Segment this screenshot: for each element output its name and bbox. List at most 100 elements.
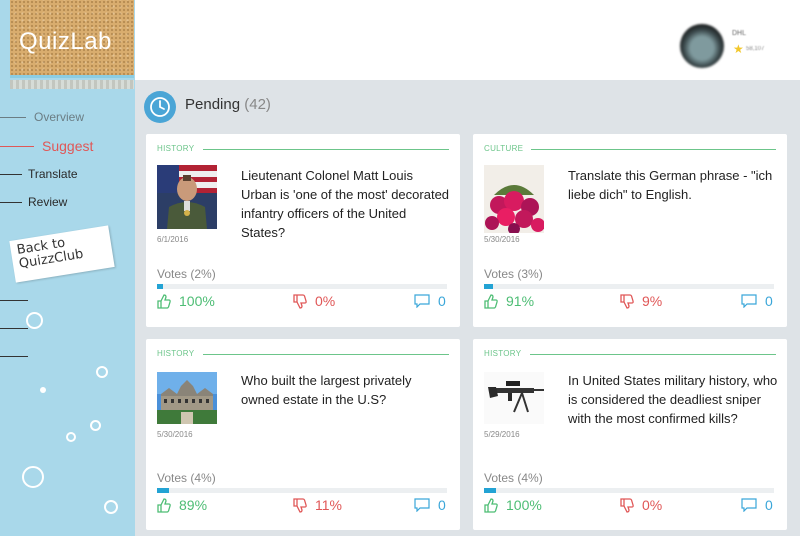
- bubble-icon: [66, 432, 76, 442]
- comment-icon: [741, 294, 757, 308]
- upvote-button[interactable]: 91%: [484, 293, 534, 309]
- votes-label: Votes (4%): [484, 471, 543, 485]
- bubble-icon: [40, 387, 46, 393]
- question-card[interactable]: HISTORY 5/30/2016 Who built the largest …: [146, 339, 460, 530]
- dash-icon: [0, 201, 22, 203]
- votes-progress-bar: [484, 488, 774, 493]
- category-divider: [203, 354, 449, 355]
- pending-heading: Pending (42): [185, 96, 271, 113]
- star-icon: ★: [733, 42, 744, 56]
- dash-icon: [0, 116, 26, 118]
- comment-count: 0: [765, 497, 773, 513]
- upvote-percent: 89%: [179, 497, 208, 513]
- downvote-button[interactable]: 0%: [620, 497, 662, 513]
- comments-button[interactable]: 0: [741, 293, 773, 309]
- tape-strip: [10, 80, 134, 89]
- downvote-button[interactable]: 11%: [293, 497, 342, 513]
- category-label: CULTURE: [484, 144, 524, 153]
- question-text[interactable]: In United States military history, who i…: [568, 373, 778, 426]
- question-text[interactable]: Lieutenant Colonel Matt Louis Urban is '…: [241, 168, 450, 240]
- question-date: 6/1/2016: [157, 235, 189, 244]
- question-image-soldier-portrait: [157, 165, 217, 229]
- pending-title: Pending: [185, 96, 241, 113]
- logo-text: QuizLab: [19, 28, 112, 55]
- dash-icon: [0, 145, 34, 147]
- category-label: HISTORY: [157, 349, 195, 358]
- sidebar-item-label: Suggest: [42, 138, 94, 154]
- votes-label: Votes (4%): [157, 471, 216, 485]
- comment-count: 0: [438, 497, 446, 513]
- votes-label: Votes (2%): [157, 267, 216, 281]
- question-card[interactable]: HISTORY 5/29/2016 In United States milit…: [473, 339, 787, 530]
- votes-progress-fill: [484, 488, 496, 493]
- bubble-icon: [26, 312, 43, 329]
- thumbs-up-icon: [484, 497, 498, 513]
- sidebar-item-suggest[interactable]: Suggest: [0, 136, 93, 156]
- votes-progress-bar: [157, 284, 447, 289]
- thumbs-up-icon: [484, 293, 498, 309]
- sidebar-item-label: Review: [28, 195, 68, 209]
- question-text[interactable]: Who built the largest privately owned es…: [241, 373, 412, 407]
- question-card[interactable]: CULTURE 5/30/2016 Translate this German …: [473, 134, 787, 327]
- upvote-button[interactable]: 100%: [484, 497, 542, 513]
- downvote-percent: 0%: [642, 497, 663, 513]
- sidebar-item-label: Translate: [28, 167, 78, 181]
- votes-progress-bar: [157, 488, 447, 493]
- sidebar-item-review[interactable]: Review: [0, 192, 67, 212]
- question-card[interactable]: HISTORY 6/1/2016 Lieutenant Colonel Matt…: [146, 134, 460, 327]
- dash-icon: [0, 300, 28, 301]
- dash-icon: [0, 356, 28, 357]
- back-to-quizzclub-button[interactable]: Back to QuizzClub: [9, 225, 115, 283]
- comments-button[interactable]: 0: [741, 497, 773, 513]
- votes-progress-fill: [484, 284, 493, 289]
- bubble-icon: [22, 466, 44, 488]
- user-points: 58,107: [746, 46, 765, 52]
- votes-progress-fill: [157, 284, 163, 289]
- category-divider: [530, 354, 776, 355]
- sidebar-item-overview[interactable]: Overview: [0, 107, 84, 127]
- votes-progress-fill: [157, 488, 169, 493]
- bubble-icon: [104, 500, 118, 514]
- thumbs-down-icon: [620, 497, 634, 513]
- upvote-button[interactable]: 100%: [157, 293, 215, 309]
- category-label: HISTORY: [484, 349, 522, 358]
- upvote-button[interactable]: 89%: [157, 497, 207, 513]
- comment-icon: [414, 498, 430, 512]
- sidebar-item-label: Overview: [34, 110, 85, 124]
- question-date: 5/30/2016: [484, 235, 520, 244]
- category-divider: [531, 149, 776, 150]
- votes-label: Votes (3%): [484, 267, 543, 281]
- downvote-button[interactable]: 9%: [620, 293, 662, 309]
- bubble-icon: [90, 420, 101, 431]
- question-image-mansion: [157, 372, 217, 424]
- question-image-sniper-rifle: [484, 372, 544, 424]
- thumbs-down-icon: [293, 293, 307, 309]
- avatar[interactable]: [680, 24, 724, 68]
- upvote-percent: 100%: [506, 497, 542, 513]
- comment-count: 0: [765, 293, 773, 309]
- downvote-percent: 0%: [315, 293, 336, 309]
- downvote-button[interactable]: 0%: [293, 293, 335, 309]
- sidebar-item-translate[interactable]: Translate: [0, 164, 78, 184]
- sidebar: QuizLab Overview Suggest Translate Revie…: [0, 0, 135, 536]
- thumbs-up-icon: [157, 497, 171, 513]
- downvote-percent: 11%: [315, 497, 342, 513]
- question-text[interactable]: Translate this German phrase - "ich lieb…: [568, 168, 773, 202]
- votes-progress-bar: [484, 284, 774, 289]
- bubble-icon: [96, 366, 108, 378]
- dash-icon: [0, 328, 28, 329]
- comments-button[interactable]: 0: [414, 293, 446, 309]
- category-label: HISTORY: [157, 144, 195, 153]
- upvote-percent: 91%: [506, 293, 535, 309]
- comments-button[interactable]: 0: [414, 497, 446, 513]
- logo[interactable]: QuizLab: [10, 0, 134, 78]
- downvote-percent: 9%: [642, 293, 663, 309]
- category-divider: [203, 149, 449, 150]
- question-date: 5/30/2016: [157, 430, 193, 439]
- pending-count: (42): [244, 96, 271, 113]
- question-date: 5/29/2016: [484, 430, 520, 439]
- clock-icon: [144, 91, 176, 123]
- thumbs-down-icon: [620, 293, 634, 309]
- thumbs-up-icon: [157, 293, 171, 309]
